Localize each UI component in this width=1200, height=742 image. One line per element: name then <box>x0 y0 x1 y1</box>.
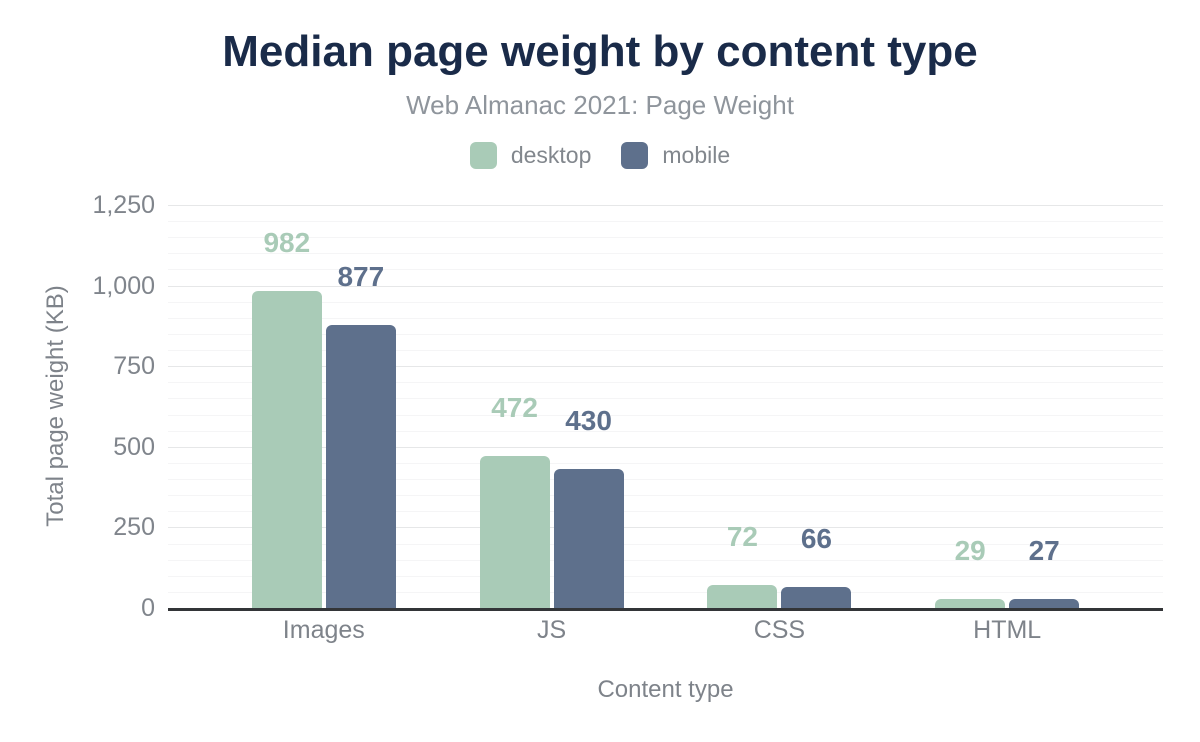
value-label-desktop-html: 29 <box>954 534 986 566</box>
value-label-mobile-html: 27 <box>1028 535 1060 567</box>
minor-gridline-950 <box>168 301 1163 303</box>
legend-item-mobile[interactable]: mobile <box>621 142 730 169</box>
value-label-desktop-css: 72 <box>726 520 758 552</box>
y-tick-label-1,000: 1,000 <box>92 271 155 300</box>
y-tick-label-1,250: 1,250 <box>92 191 155 219</box>
legend-swatch-desktop <box>469 142 497 169</box>
minor-gridline-550 <box>168 430 1163 432</box>
x-category-label-images: Images <box>282 616 365 644</box>
minor-gridline-300 <box>168 511 1163 513</box>
y-tick-label-750: 750 <box>113 352 155 381</box>
minor-gridline-850 <box>168 333 1163 335</box>
bar-mobile-js[interactable] <box>553 469 624 608</box>
y-tick-label-0: 0 <box>141 594 155 622</box>
minor-gridline-600 <box>168 414 1163 416</box>
bar-desktop-js[interactable] <box>479 455 550 608</box>
legend-swatch-mobile <box>621 142 649 169</box>
x-axis-line <box>168 608 1163 611</box>
x-axis-title: Content type <box>597 676 734 703</box>
bar-desktop-css[interactable] <box>707 584 778 608</box>
value-label-mobile-js: 430 <box>565 405 612 437</box>
legend-label: desktop <box>510 142 592 168</box>
major-gridline-750 <box>168 366 1163 368</box>
minor-gridline-1150 <box>168 237 1163 239</box>
minor-gridline-50 <box>168 591 1163 593</box>
x-category-label-html: HTML <box>973 616 1042 644</box>
minor-gridline-350 <box>168 495 1163 497</box>
minor-gridline-1200 <box>168 221 1163 223</box>
minor-gridline-800 <box>168 350 1163 352</box>
chart-title: Median page weight by content type <box>222 27 978 76</box>
y-tick-label-250: 250 <box>113 513 155 542</box>
legend-item-desktop[interactable]: desktop <box>469 142 592 169</box>
value-label-desktop-js: 472 <box>491 391 538 423</box>
minor-gridline-100 <box>168 575 1163 577</box>
minor-gridline-150 <box>168 559 1163 561</box>
legend: desktop mobile <box>0 142 1200 169</box>
value-label-desktop-images: 982 <box>263 227 311 259</box>
major-gridline-500 <box>168 446 1163 448</box>
minor-gridline-1100 <box>168 253 1163 255</box>
bar-mobile-html[interactable] <box>1009 599 1080 608</box>
bar-desktop-html[interactable] <box>935 598 1006 608</box>
plot-area: 982 877 472 430 72 66 29 27 <box>168 205 1163 611</box>
y-tick-label-500: 500 <box>113 432 155 461</box>
minor-gridline-200 <box>168 543 1163 545</box>
minor-gridline-700 <box>168 382 1163 384</box>
minor-gridline-450 <box>168 462 1163 464</box>
bar-mobile-images[interactable] <box>325 325 396 608</box>
legend-label: mobile <box>662 142 731 168</box>
major-gridline-1000 <box>168 285 1163 287</box>
minor-gridline-1050 <box>168 269 1163 271</box>
minor-gridline-650 <box>168 398 1163 400</box>
value-label-mobile-css: 66 <box>800 522 832 554</box>
y-axis-title: Total page weight (KB) <box>42 285 69 527</box>
value-label-mobile-images: 877 <box>337 261 385 293</box>
bar-mobile-css[interactable] <box>781 586 852 608</box>
major-gridline-1250 <box>168 205 1163 206</box>
x-category-label-css: CSS <box>753 616 806 644</box>
chart-subtitle: Web Almanac 2021: Page Weight <box>406 90 794 120</box>
major-gridline-250 <box>168 527 1163 529</box>
x-category-label-js: JS <box>537 616 567 644</box>
minor-gridline-400 <box>168 479 1163 481</box>
minor-gridline-900 <box>168 317 1163 319</box>
bar-desktop-images[interactable] <box>251 291 322 608</box>
